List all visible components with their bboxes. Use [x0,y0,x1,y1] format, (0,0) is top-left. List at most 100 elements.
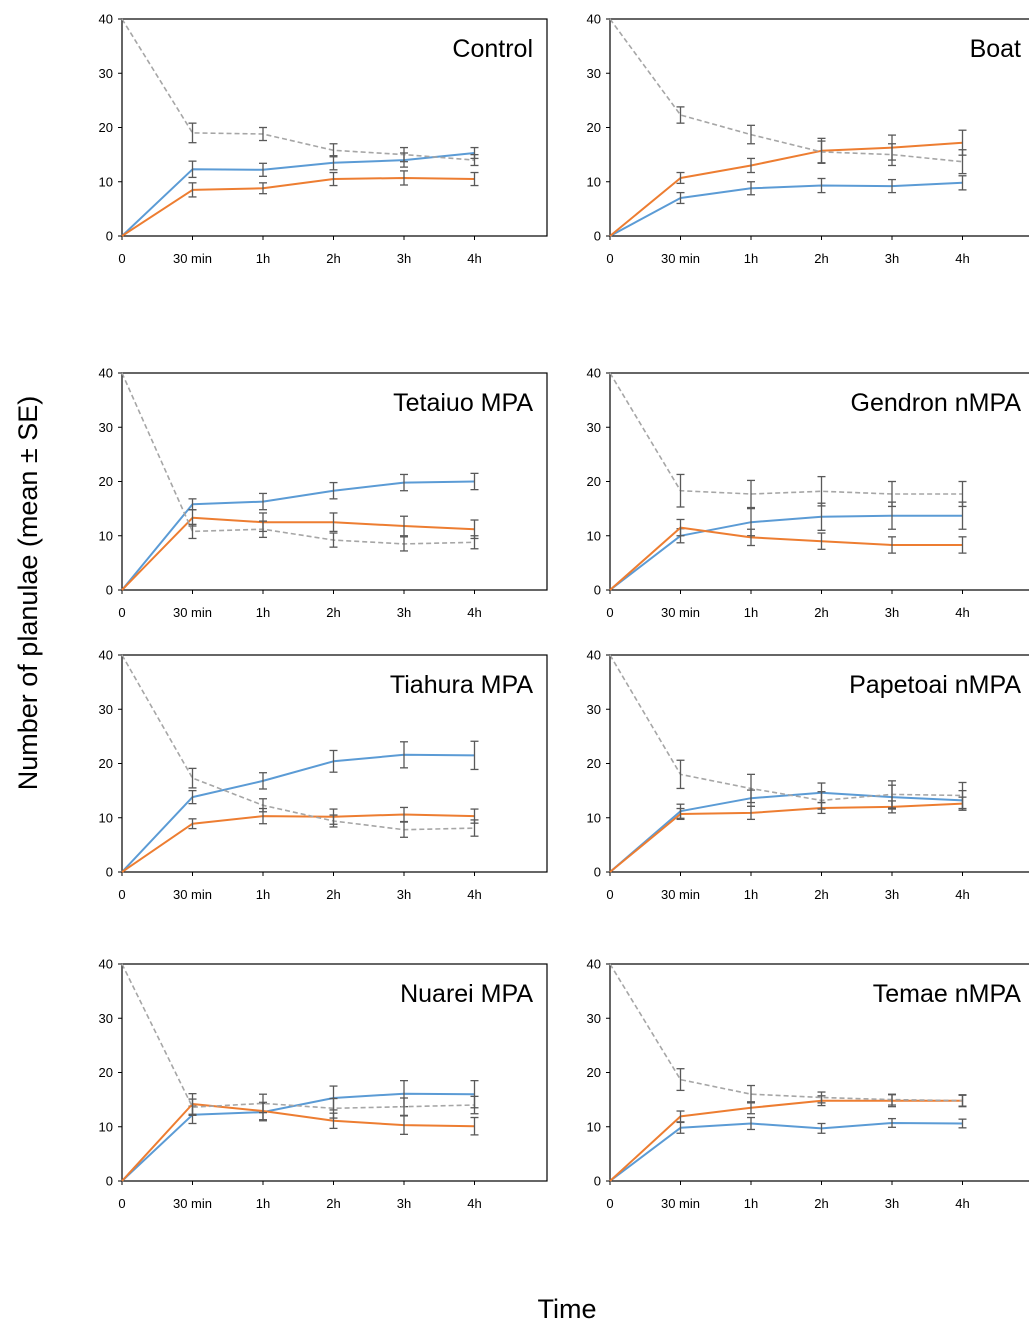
x-tick-label: 2h [326,1196,340,1211]
series-line [609,1099,963,1182]
series-line [609,802,963,873]
x-tick-label: 1h [256,1196,270,1211]
x-tick-label: 2h [326,251,340,266]
x-tick-label: 2h [326,605,340,620]
y-tick-label: 20 [99,756,113,771]
x-tick-label: 4h [955,1196,969,1211]
chart-panel: 0 10 20 30 40 0 30 min 1h 2h 3h 4h Papetoai nMPA [587,648,1029,902]
series-line [609,18,963,163]
y-tick-label: 0 [594,865,601,880]
y-tick-label: 10 [99,174,113,189]
chart-panel: 0 10 20 30 40 0 30 min 1h 2h 3h 4h Boat [587,12,1029,266]
panel-title: Gendron nMPA [851,389,1022,417]
chart-panel: 0 10 20 30 40 0 30 min 1h 2h 3h 4h Tiahura MPA [99,648,548,902]
x-tick-label: 3h [885,605,899,620]
series-line [609,654,963,802]
x-tick-label: 30 min [173,887,212,902]
x-tick-label: 1h [256,251,270,266]
x-tick-label: 1h [256,887,270,902]
x-tick-label: 30 min [661,605,700,620]
y-tick-label: 0 [594,1174,601,1189]
series-line [121,480,475,591]
x-tick-label: 3h [885,1196,899,1211]
y-tick-label: 0 [594,229,601,244]
panel-title: Tiahura MPA [390,671,533,699]
series-line [609,514,963,591]
y-tick-label: 40 [99,366,113,381]
series-line [121,654,475,831]
x-tick-label: 0 [606,887,613,902]
y-tick-label: 10 [587,810,601,825]
series-line [121,18,475,161]
chart-panel: 0 10 20 30 40 0 30 min 1h 2h 3h 4h Nuarei MPA [99,957,548,1211]
y-tick-label: 10 [99,1119,113,1134]
series-line [609,141,963,237]
x-tick-label: 1h [256,605,270,620]
panel-title: Nuarei MPA [400,980,533,1008]
y-axis-title: Number of planulae (mean ± SE) [13,396,43,791]
y-tick-label: 40 [587,12,601,27]
y-tick-label: 40 [587,648,601,663]
series-line [609,526,963,591]
y-tick-label: 20 [99,474,113,489]
y-tick-label: 20 [99,1065,113,1080]
series-line [121,963,475,1110]
y-tick-label: 20 [587,756,601,771]
x-tick-label: 4h [467,251,481,266]
y-tick-label: 20 [99,120,113,135]
x-tick-label: 0 [606,605,613,620]
y-tick-label: 0 [594,583,601,598]
x-tick-label: 1h [744,251,758,266]
series-line [609,372,963,495]
y-tick-label: 10 [99,528,113,543]
x-tick-label: 1h [744,887,758,902]
x-tick-label: 1h [744,605,758,620]
x-axis-title: Time [538,1294,597,1324]
series-line [609,791,963,873]
chart-panel: 0 10 20 30 40 0 30 min 1h 2h 3h 4h Temae nMPA [587,957,1029,1211]
x-tick-label: 4h [467,887,481,902]
x-tick-label: 0 [606,251,613,266]
x-tick-label: 4h [955,251,969,266]
y-tick-label: 10 [587,174,601,189]
panel-title: Tetaiuo MPA [393,389,533,417]
x-tick-label: 30 min [173,1196,212,1211]
y-tick-label: 0 [106,1174,113,1189]
x-tick-label: 2h [814,1196,828,1211]
series-line [121,372,475,545]
x-tick-label: 30 min [173,251,212,266]
x-tick-label: 30 min [661,251,700,266]
y-tick-label: 30 [99,702,113,717]
y-tick-label: 0 [106,865,113,880]
series-line [121,1092,475,1182]
y-tick-label: 0 [106,229,113,244]
x-tick-label: 3h [397,887,411,902]
plot-frame [609,18,1029,237]
x-tick-label: 4h [467,1196,481,1211]
series-line [609,963,963,1102]
chart-panel: 0 10 20 30 40 0 30 min 1h 2h 3h 4h Tetaiuo MPA [99,366,548,620]
x-tick-label: 30 min [661,887,700,902]
x-tick-label: 4h [955,887,969,902]
x-tick-label: 0 [118,605,125,620]
y-tick-label: 30 [99,1011,113,1026]
y-tick-label: 40 [99,648,113,663]
series-line [121,753,475,873]
y-tick-label: 20 [587,1065,601,1080]
x-tick-label: 4h [955,605,969,620]
panel-title: Temae nMPA [873,980,1022,1008]
x-tick-label: 30 min [661,1196,700,1211]
series-line [121,152,475,237]
panel-title: Control [452,35,533,63]
series-line [121,177,475,237]
y-tick-label: 30 [587,420,601,435]
y-tick-label: 0 [106,583,113,598]
series-line [121,516,475,591]
x-tick-label: 3h [397,605,411,620]
x-tick-label: 0 [606,1196,613,1211]
x-tick-label: 3h [885,887,899,902]
panel-grid: 0 10 20 30 40 0 30 min 1h 2h 3h 4h Control 0 10 20 30 40… [99,12,1029,1211]
x-tick-label: 0 [118,251,125,266]
series-line [609,181,963,237]
